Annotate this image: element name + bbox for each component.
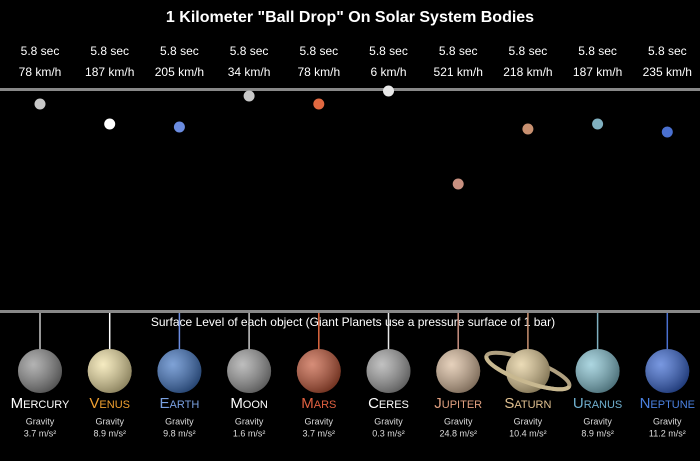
gravity-label: Gravity	[444, 416, 473, 426]
planet-name: Mercury	[11, 395, 70, 412]
drop-time: 5.8 sec	[90, 44, 129, 58]
gravity-label: Gravity	[583, 416, 612, 426]
impact-speed: 521 km/h	[434, 65, 483, 79]
gravity-value: 8.9 m/s²	[93, 428, 126, 438]
gravity-value: 24.8 m/s²	[439, 428, 477, 438]
drop-time: 5.8 sec	[509, 44, 548, 58]
planet-name: Ceres	[368, 395, 409, 412]
drop-line	[0, 88, 700, 91]
ball	[104, 118, 116, 130]
ball	[34, 98, 46, 110]
planet-shade	[296, 349, 341, 393]
gravity-label: Gravity	[235, 416, 264, 426]
gravity-label: Gravity	[26, 416, 55, 426]
impact-speed: 6 km/h	[370, 65, 406, 79]
caption: Surface Level of each object (Giant Plan…	[151, 315, 555, 329]
impact-speed: 205 km/h	[155, 65, 204, 79]
impact-speed: 235 km/h	[643, 65, 692, 79]
planet-shade	[575, 349, 620, 393]
planet-shade	[366, 349, 411, 393]
planet-name: Saturn	[504, 395, 551, 412]
planet-shade	[18, 349, 62, 393]
drop-time: 5.8 sec	[160, 44, 199, 58]
gravity-label: Gravity	[165, 416, 194, 426]
planet-shade	[227, 349, 272, 393]
drop-time: 5.8 sec	[299, 44, 338, 58]
impact-speed: 78 km/h	[297, 65, 340, 79]
planet-name: Jupiter	[434, 395, 482, 412]
impact-speed: 78 km/h	[19, 65, 62, 79]
gravity-value: 9.8 m/s²	[163, 428, 196, 438]
gravity-label: Gravity	[95, 416, 124, 426]
gravity-value: 1.6 m/s²	[233, 428, 266, 438]
ring-front	[484, 355, 572, 392]
planet-name: Moon	[230, 395, 268, 412]
drop-time: 5.8 sec	[578, 44, 617, 58]
impact-speed: 34 km/h	[228, 65, 271, 79]
planet-shade	[436, 349, 481, 393]
gravity-value: 3.7 m/s²	[24, 428, 57, 438]
planet-shade	[645, 349, 690, 393]
drop-time: 5.8 sec	[439, 44, 478, 58]
gravity-value: 3.7 m/s²	[303, 428, 336, 438]
planet-shade	[87, 349, 132, 393]
planet-name: Earth	[160, 395, 200, 412]
gravity-value: 8.9 m/s²	[581, 428, 614, 438]
ball	[522, 123, 534, 135]
ball	[243, 90, 255, 102]
drop-time: 5.8 sec	[230, 44, 269, 58]
planet-name: Mars	[301, 395, 336, 412]
drop-time: 5.8 sec	[648, 44, 687, 58]
gravity-label: Gravity	[374, 416, 403, 426]
impact-speed: 218 km/h	[503, 65, 552, 79]
surface-line	[0, 310, 700, 313]
title: 1 Kilometer "Ball Drop" On Solar System …	[166, 9, 534, 26]
ball	[383, 85, 394, 97]
planet-shade	[505, 349, 550, 393]
planet-name: Uranus	[573, 395, 622, 412]
drop-time: 5.8 sec	[369, 44, 408, 58]
ball	[452, 178, 464, 190]
gravity-label: Gravity	[305, 416, 334, 426]
ball	[313, 98, 325, 110]
gravity-value: 11.2 m/s²	[649, 428, 686, 438]
planet-shade	[157, 349, 202, 393]
impact-speed: 187 km/h	[573, 65, 622, 79]
impact-speed: 187 km/h	[85, 65, 134, 79]
drop-time: 5.8 sec	[21, 44, 60, 58]
gravity-label: Gravity	[514, 416, 543, 426]
gravity-value: 10.4 m/s²	[509, 428, 547, 438]
gravity-value: 0.3 m/s²	[372, 428, 405, 438]
gravity-label: Gravity	[653, 416, 682, 426]
planet-name: Venus	[89, 395, 130, 412]
ball	[592, 118, 604, 130]
planet-name: Neptune	[640, 395, 695, 412]
ball	[173, 121, 185, 133]
ball	[661, 126, 673, 138]
